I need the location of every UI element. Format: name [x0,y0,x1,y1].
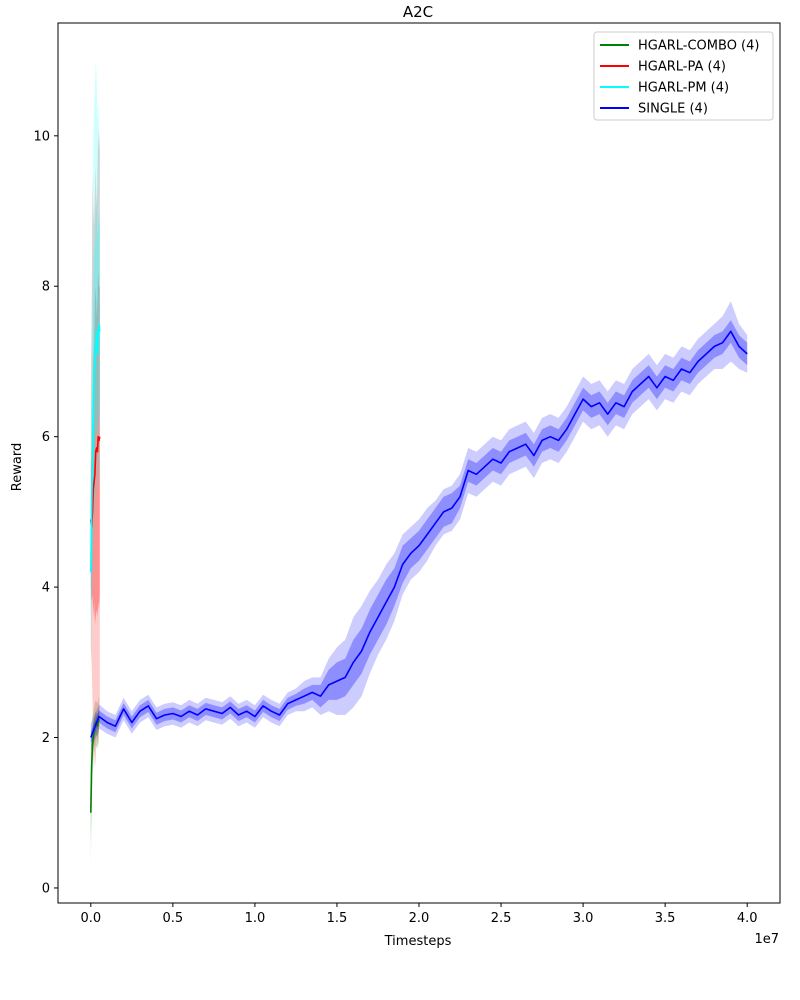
y-tick-label: 8 [42,280,50,295]
x-tick-label: 0.5 [163,911,184,926]
x-tick-label: 2.0 [409,911,430,926]
x-tick-label: 1.5 [327,911,348,926]
x-axis-offset-text: 1e7 [754,932,779,947]
legend-label-0: HGARL-COMBO (4) [638,39,759,54]
x-tick-label: 2.5 [491,911,512,926]
series-3-inner-band [90,320,748,744]
x-tick-label: 1.0 [245,911,266,926]
legend-box [593,31,774,121]
y-axis-label: Reward [10,443,25,491]
y-tick-label: 10 [33,129,50,144]
legend-label-1: HGARL-PA (4) [638,60,726,75]
y-tick-label: 2 [42,731,50,746]
legend-items: HGARL-COMBO (4) HGARL-PA (4) HGARL-PM (4) S… [600,39,759,117]
chart-title: A2C [403,3,433,21]
x-tick-label: 0.0 [80,911,101,926]
y-tick-label: 0 [42,881,50,896]
legend: HGARL-COMBO (4) HGARL-PA (4) HGARL-PM (4) S… [593,31,774,121]
x-axis-ticks: 0.0 0.5 1.0 1.5 2.0 2.5 3.0 3.5 4.0 [80,903,758,926]
y-tick-label: 6 [42,430,50,445]
x-tick-label: 4.0 [737,911,758,926]
x-axis-label: Timesteps [384,934,452,949]
legend-label-2: HGARL-PM (4) [638,81,729,96]
x-tick-label: 3.0 [573,911,594,926]
y-axis-ticks: 0 2 4 6 8 10 [33,129,58,896]
y-tick-label: 4 [42,581,50,596]
series-2-line [90,323,101,573]
series-1-outer-band [90,128,100,768]
legend-label-3: SINGLE (4) [638,102,708,117]
series-3-line [90,330,748,738]
series-3-outer-band [90,301,748,752]
x-tick-label: 3.5 [655,911,676,926]
series-lines [90,323,748,813]
series-1-inner-band [90,271,100,625]
